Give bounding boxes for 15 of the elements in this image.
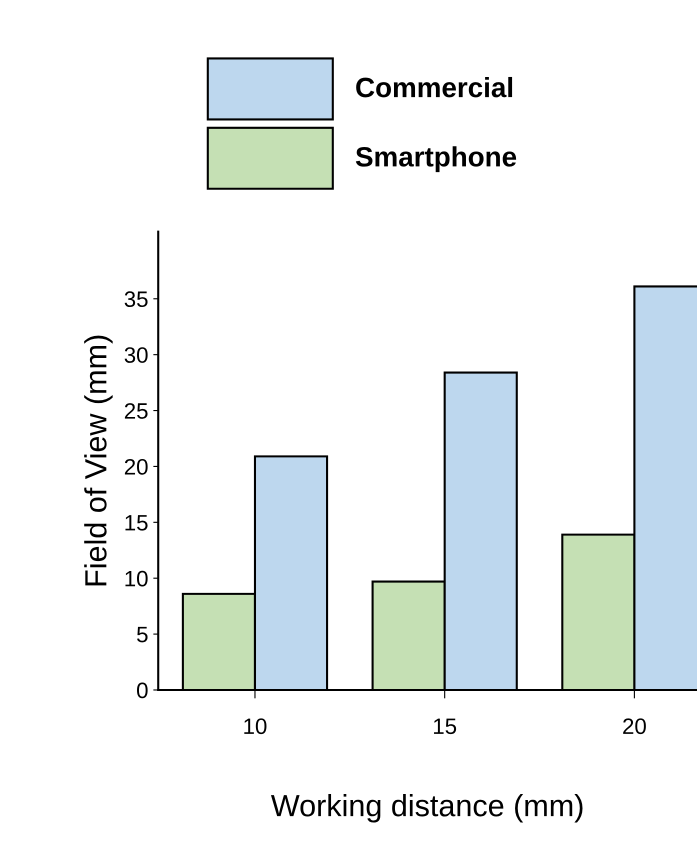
y-tick-label: 25 [124,403,148,419]
x-tick-label: 10 [244,718,266,734]
y-tick-label: 35 [124,291,148,308]
x-tick-label: 20 [623,718,646,734]
y-tick-label: 15 [125,515,148,531]
y-tick-label: 20 [124,458,148,475]
legend-label: Commercial [356,76,512,98]
y-tick-label: 5 [137,626,148,642]
y-tick-label: 10 [125,570,148,586]
x-tick-label: 15 [434,718,456,734]
x-axis-title: Working distance (mm) [270,794,583,823]
y-tick-label: 30 [124,347,148,363]
y-axis-title: Field of View (mm) [84,336,113,586]
legend-label: Smartphone [356,146,516,172]
y-tick-label: 0 [137,682,148,698]
